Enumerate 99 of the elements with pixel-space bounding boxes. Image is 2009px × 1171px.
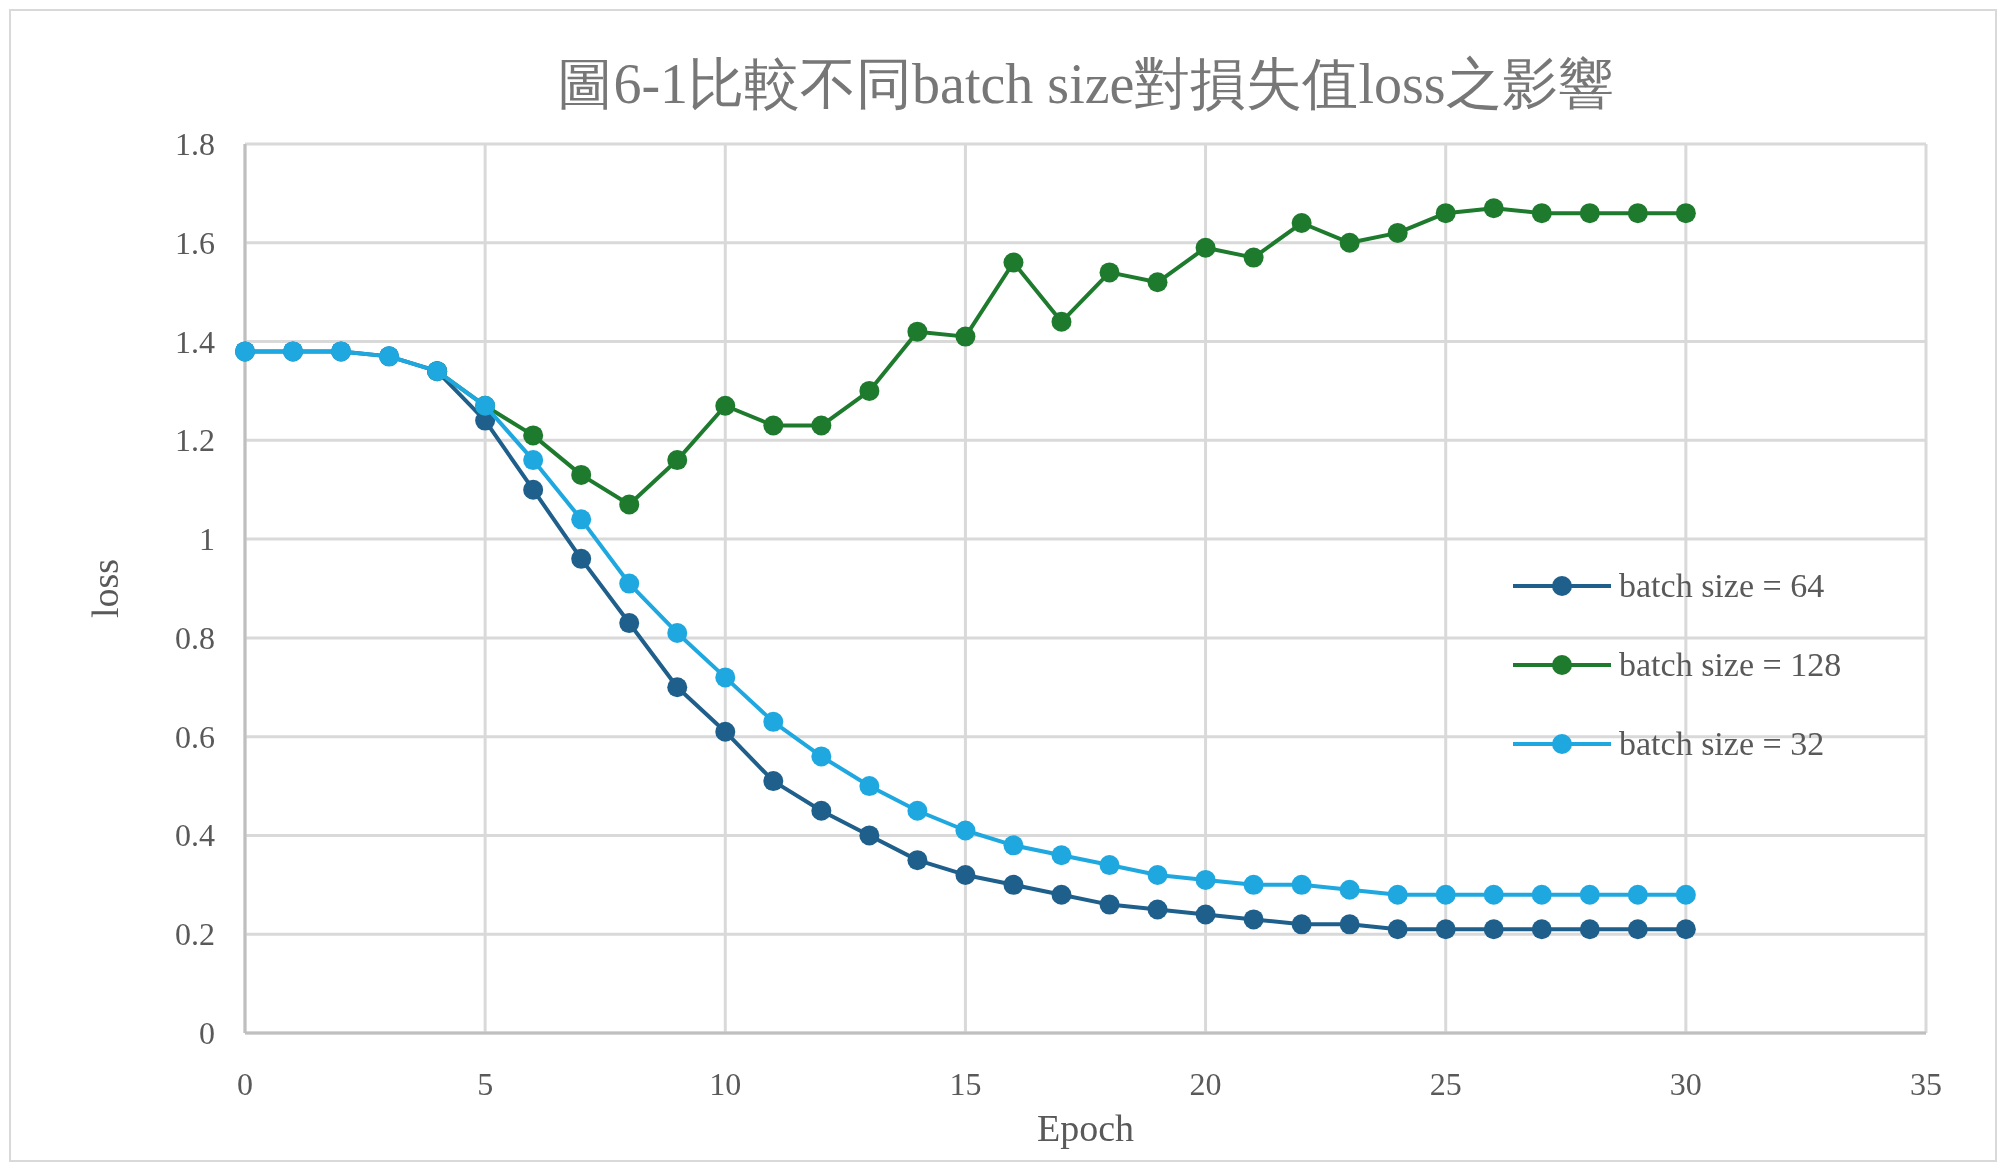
- y-tick-label: 1.8: [175, 126, 215, 162]
- point: [523, 450, 544, 471]
- y-tick-label: 0.6: [175, 718, 215, 755]
- point: [1099, 262, 1120, 283]
- point: [1243, 909, 1264, 930]
- point: [1339, 879, 1360, 900]
- point: [523, 425, 544, 446]
- point: [1099, 894, 1120, 915]
- point: [955, 326, 976, 347]
- y-tick-label: 0.4: [175, 817, 215, 854]
- y-tick-label: 0: [199, 1015, 215, 1051]
- point: [619, 613, 640, 634]
- x-tick-label: 0: [237, 1066, 253, 1102]
- point: [955, 820, 976, 841]
- legend-label: batch size = 128: [1619, 646, 1842, 683]
- y-tick-label: 1.2: [175, 422, 215, 459]
- x-tick-label: 20: [1189, 1066, 1222, 1102]
- point: [1003, 835, 1024, 856]
- x-axis-title: Epoch: [1036, 1107, 1135, 1149]
- point: [811, 800, 832, 821]
- point: [1195, 904, 1216, 925]
- point: [1627, 203, 1648, 224]
- point: [715, 395, 736, 416]
- chart-title: 圖6-1比較不同batch size對損失值loss之影響: [557, 53, 1614, 115]
- point: [1291, 213, 1312, 234]
- point: [907, 800, 928, 821]
- point: [1675, 203, 1696, 224]
- x-tick-label: 10: [709, 1066, 742, 1102]
- point: [907, 321, 928, 342]
- point: [1051, 311, 1072, 332]
- point: [1531, 884, 1552, 905]
- point: [715, 667, 736, 688]
- x-tick-label: 30: [1669, 1066, 1702, 1102]
- y-tick-label: 0.8: [175, 619, 215, 656]
- point: [1195, 869, 1216, 890]
- point: [667, 677, 688, 698]
- point: [811, 746, 832, 767]
- point: [1531, 919, 1552, 940]
- point: [1195, 237, 1216, 258]
- y-tick-label: 0.2: [175, 916, 215, 953]
- point: [1483, 884, 1504, 905]
- point: [1147, 899, 1168, 920]
- point: [1435, 884, 1456, 905]
- point: [955, 864, 976, 885]
- point: [1675, 919, 1696, 940]
- point: [1003, 874, 1024, 895]
- point: [715, 721, 736, 742]
- point: [1339, 914, 1360, 935]
- point: [763, 771, 784, 792]
- y-tick-label: 1: [199, 521, 215, 558]
- point: [763, 415, 784, 436]
- point: [1483, 198, 1504, 219]
- point: [1483, 919, 1504, 940]
- point: [619, 494, 640, 515]
- point: [667, 450, 688, 471]
- legend-label: batch size = 32: [1619, 725, 1825, 762]
- y-axis-title: loss: [84, 558, 126, 619]
- x-tick-label: 5: [477, 1066, 494, 1102]
- point: [1243, 874, 1264, 895]
- point: [1291, 874, 1312, 895]
- point: [859, 380, 880, 401]
- point: [1003, 252, 1024, 273]
- point: [1627, 919, 1648, 940]
- point: [1051, 845, 1072, 866]
- point: [1243, 247, 1264, 268]
- point: [1387, 222, 1408, 243]
- point: [571, 509, 592, 530]
- point: [1675, 884, 1696, 905]
- point: [571, 548, 592, 569]
- point: [811, 415, 832, 436]
- point: [1627, 884, 1648, 905]
- point: [1051, 884, 1072, 905]
- point: [859, 825, 880, 846]
- point: [1387, 919, 1408, 940]
- x-tick-label: 25: [1429, 1066, 1462, 1102]
- point: [1147, 864, 1168, 885]
- point: [907, 850, 928, 871]
- point: [1579, 203, 1600, 224]
- x-tick-label: 35: [1910, 1066, 1942, 1102]
- point: [1291, 914, 1312, 935]
- point: [1579, 919, 1600, 940]
- point: [523, 479, 544, 500]
- point: [1579, 884, 1600, 905]
- point: [1147, 272, 1168, 293]
- point: [1339, 232, 1360, 253]
- x-tick-label: 15: [949, 1066, 982, 1102]
- point: [763, 711, 784, 732]
- point: [1387, 884, 1408, 905]
- point: [619, 573, 640, 594]
- legend-label: batch size = 64: [1619, 567, 1825, 604]
- point: [1435, 919, 1456, 940]
- point: [571, 464, 592, 485]
- y-tick-label: 1.6: [175, 224, 215, 261]
- point: [1099, 855, 1120, 876]
- point: [1435, 203, 1456, 224]
- point: [859, 776, 880, 797]
- y-tick-label: 1.4: [175, 323, 215, 360]
- point: [1531, 203, 1552, 224]
- point: [667, 622, 688, 643]
